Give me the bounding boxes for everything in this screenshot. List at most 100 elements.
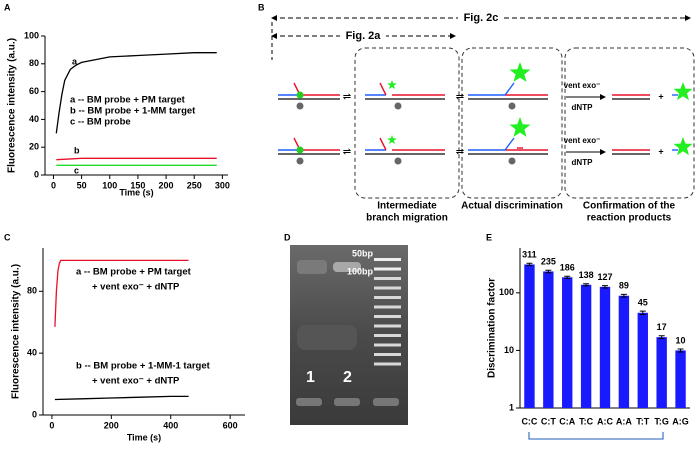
error-bar xyxy=(620,293,627,298)
x-tick-label: C:T xyxy=(541,416,556,426)
lane-label: 1 xyxy=(306,369,315,386)
data-line xyxy=(55,52,217,134)
strand xyxy=(379,137,387,151)
anchor xyxy=(508,102,516,110)
equilibrium: ⇌ xyxy=(343,92,351,103)
x-tick-label: C:C xyxy=(521,416,537,426)
value-label: 127 xyxy=(597,272,612,282)
x-tick-label: 50 xyxy=(77,180,87,190)
error-bar xyxy=(526,262,533,267)
ladder-band xyxy=(374,353,401,356)
smear xyxy=(297,325,357,350)
x-tick-label: T:T xyxy=(636,416,649,426)
gel: 50bp 100bp 1 2 xyxy=(290,245,408,425)
ladder-band xyxy=(374,286,401,290)
y-axis-label: Fluorescence intensity (a.u.) xyxy=(11,264,22,399)
ladder-band xyxy=(374,267,401,271)
ladder-label: 100bp xyxy=(347,266,374,276)
anchor xyxy=(296,102,304,110)
strand xyxy=(379,82,387,96)
fluorophore xyxy=(509,117,531,137)
value-label: 186 xyxy=(560,263,575,273)
well xyxy=(296,398,322,406)
y-tick-label: 80 xyxy=(27,286,37,296)
fig-label: Fig. 2a xyxy=(346,30,382,42)
series-label: b xyxy=(74,145,80,155)
data-line xyxy=(54,259,189,327)
value-label: 138 xyxy=(579,270,594,280)
fluorophore xyxy=(673,137,693,156)
x-tick-label: 200 xyxy=(104,420,119,430)
anchor xyxy=(508,157,516,165)
stage-label: Actual discrimination xyxy=(461,201,563,212)
panel-letter: A xyxy=(4,2,11,12)
y-tick-label: 100 xyxy=(499,287,514,297)
series-label: c xyxy=(74,165,79,175)
x-tick-label: C:A xyxy=(559,416,575,426)
stage-label: branch migration xyxy=(366,213,448,224)
well xyxy=(373,398,399,406)
well xyxy=(334,398,360,406)
bar xyxy=(656,337,667,408)
x-tick-label: 0 xyxy=(51,180,56,190)
diagram: Fig. 2c Fig. 2a ⇌ ⇌ ⇌ ⇌ Intermediate branch… xyxy=(271,11,695,224)
value-label: 17 xyxy=(657,322,667,332)
anchor xyxy=(394,102,402,110)
bracket xyxy=(528,432,664,440)
annotation: + vent exo⁻ + dNTP xyxy=(92,376,180,387)
series-label: a xyxy=(72,56,78,66)
enzyme-label: vent exo⁻ xyxy=(564,81,601,90)
dna-schemes: ⇌ ⇌ ⇌ ⇌ xyxy=(278,62,693,165)
ladder-band xyxy=(374,343,401,347)
error-bar xyxy=(545,269,552,274)
value-label: 311 xyxy=(522,250,537,260)
x-tick-label: A:G xyxy=(672,416,689,426)
panel-letter: C xyxy=(4,232,11,242)
stage-box xyxy=(354,47,460,199)
ladder-band xyxy=(374,334,401,337)
plus: + xyxy=(658,146,663,156)
value-label: 89 xyxy=(619,281,629,291)
ladder-band xyxy=(374,315,401,318)
x-tick-label: 0 xyxy=(49,420,54,430)
ladder xyxy=(374,258,401,366)
stage-box xyxy=(564,47,695,199)
label-bg xyxy=(340,29,386,43)
x-tick-label: 400 xyxy=(163,420,178,430)
data-line xyxy=(54,395,189,401)
y-tick-label: 40 xyxy=(29,114,39,124)
error-bar xyxy=(602,285,608,289)
band xyxy=(297,260,327,274)
enzyme-label: vent exo⁻ xyxy=(564,136,601,145)
stage-label: Intermediate xyxy=(377,201,437,212)
annotation: a -- BM probe + PM target xyxy=(70,95,186,106)
y-tick-label: 0 xyxy=(34,169,39,179)
strand xyxy=(504,82,515,96)
y-tick-label: 100 xyxy=(24,30,39,40)
value-label: 235 xyxy=(541,257,556,267)
bar xyxy=(524,264,535,408)
x-tick-label: 600 xyxy=(223,420,238,430)
fluorophore xyxy=(673,82,693,101)
x-tick-label: 200 xyxy=(159,180,174,190)
y-tick-label: 80 xyxy=(29,58,39,68)
quencher xyxy=(296,146,304,154)
label-bg xyxy=(458,11,504,25)
bar xyxy=(580,284,592,408)
y-axis-label: Discrimination factor xyxy=(487,278,498,378)
annotation: b -- BM probe + 1-MM target xyxy=(70,106,196,117)
error-bar xyxy=(639,310,646,316)
strand xyxy=(504,137,515,151)
x-tick-label: 150 xyxy=(130,180,145,190)
bar xyxy=(675,350,686,408)
panel-letter: B xyxy=(258,2,265,12)
fig-label: Fig. 2c xyxy=(464,12,499,24)
panel-letter: E xyxy=(486,232,492,242)
equilibrium: ⇌ xyxy=(456,92,464,103)
bar xyxy=(543,271,554,408)
bar xyxy=(618,295,630,408)
value-label: 45 xyxy=(638,298,648,308)
value-label: 10 xyxy=(676,335,686,345)
stage-label: reaction products xyxy=(587,213,672,224)
